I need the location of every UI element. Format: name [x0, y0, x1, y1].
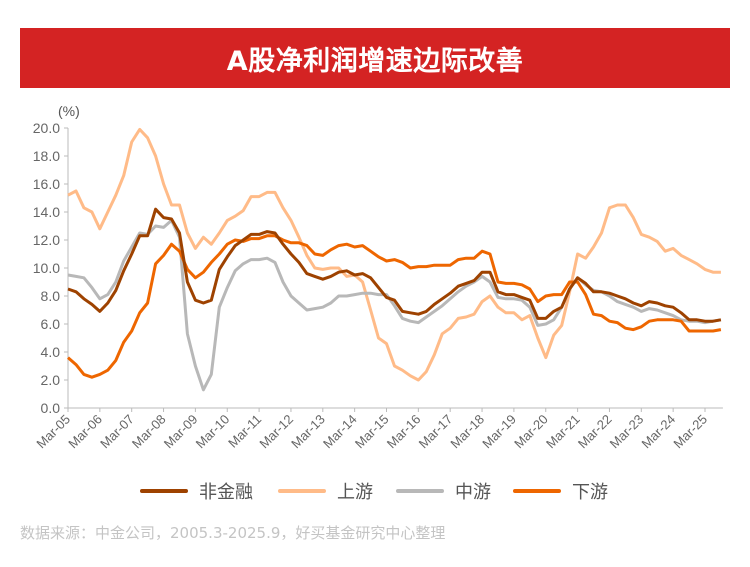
x-tick-label: Mar-21	[543, 412, 583, 452]
legend-label: 中游	[455, 482, 491, 503]
x-tick-label: Mar-25	[670, 412, 710, 452]
x-tick-label: Mar-20	[511, 412, 551, 452]
y-axis-unit: (%)	[58, 103, 80, 119]
y-tick-label: 12.0	[33, 232, 60, 248]
y-tick-label: 0.0	[41, 400, 61, 416]
x-tick-label: Mar-23	[607, 412, 647, 452]
x-tick-label: Mar-16	[384, 412, 424, 452]
y-tick-label: 6.0	[41, 316, 61, 332]
series-line-4	[67, 234, 722, 379]
series-line-1	[67, 207, 722, 323]
series-line-2	[67, 127, 721, 382]
x-tick-label: Mar-09	[161, 412, 201, 452]
y-tick-label: 16.0	[33, 176, 60, 192]
x-tick-label: Mar-18	[447, 412, 487, 452]
series-line-3	[67, 218, 722, 392]
x-tick-label: Mar-14	[320, 412, 360, 452]
legend-label: 上游	[337, 482, 373, 503]
x-tick-label: Mar-12	[256, 412, 296, 452]
y-tick-label: 14.0	[33, 204, 60, 220]
y-tick-label: 18.0	[33, 148, 60, 164]
x-tick-label: Mar-22	[575, 412, 615, 452]
x-tick-label: Mar-19	[479, 412, 519, 452]
legend-item: 下游	[513, 482, 608, 503]
x-tick-label: Mar-11	[225, 412, 264, 451]
title-banner: A股净利润增速边际改善	[20, 28, 730, 88]
x-tick-label: Mar-17	[416, 412, 456, 452]
x-tick-label: Mar-13	[288, 412, 328, 452]
x-tick-label: Mar-06	[65, 412, 105, 452]
y-tick-label: 4.0	[41, 344, 61, 360]
y-tick-label: 8.0	[41, 288, 61, 304]
x-tick-label: Mar-07	[97, 412, 137, 452]
legend-label: 非金融	[199, 482, 253, 503]
x-tick-label: Mar-05	[33, 412, 73, 452]
y-tick-label: 2.0	[41, 372, 61, 388]
source-note: 数据来源：中金公司，2005.3-2025.9，好买基金研究中心整理	[20, 524, 446, 542]
legend-item: 中游	[396, 482, 491, 503]
y-tick-label: 10.0	[33, 260, 60, 276]
x-tick-label: Mar-15	[352, 412, 392, 452]
y-tick-label: 20.0	[33, 120, 60, 136]
chart-title: A股净利润增速边际改善	[226, 45, 524, 77]
x-tick-label: Mar-24	[639, 412, 679, 452]
legend-label: 下游	[572, 482, 608, 503]
x-tick-label: Mar-10	[193, 412, 233, 452]
x-tick-label: Mar-08	[129, 412, 169, 452]
legend-item: 非金融	[140, 482, 253, 503]
legend-item: 上游	[278, 482, 373, 503]
